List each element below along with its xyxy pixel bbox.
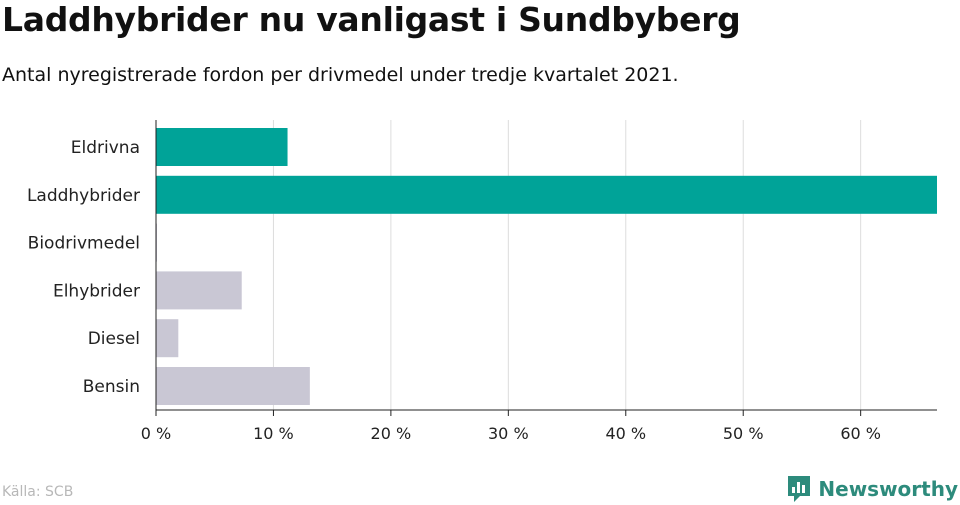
bar-chart: Eldrivna Laddhybrider Biodrivmedel Elhybrid… [27, 120, 937, 443]
category-label: Biodrivmedel [28, 234, 140, 254]
category-label: Eldrivna [71, 138, 140, 158]
brand-logo[interactable]: Newsworthy [786, 474, 958, 504]
bar-elhybrider [156, 271, 242, 310]
bar-bensin [156, 367, 310, 405]
category-label: Laddhybrider [27, 186, 140, 206]
brand-name: Newsworthy [818, 477, 958, 501]
x-tick-label: 0 % [141, 424, 171, 443]
source-note: Källa: SCB [2, 484, 74, 500]
x-axis: 0 % 10 % 20 % 30 % 40 % 50 % 60 % [141, 120, 937, 443]
bar-laddhybrider [156, 175, 937, 214]
x-tick-label: 40 % [605, 424, 646, 443]
category-label: Elhybrider [53, 281, 140, 301]
x-tick-label: 10 % [253, 424, 294, 443]
bar-diesel [156, 319, 179, 358]
chart-title: Laddhybrider nu vanligast i Sundbyberg [2, 0, 741, 39]
x-tick-label: 50 % [723, 424, 764, 443]
chart-subtitle: Antal nyregistrerade fordon per drivmede… [2, 64, 679, 86]
category-labels: Eldrivna Laddhybrider Biodrivmedel Elhybrid… [27, 138, 140, 397]
x-tick-label: 30 % [488, 424, 529, 443]
bars [156, 128, 937, 405]
x-tick-label: 20 % [371, 424, 412, 443]
category-label: Diesel [88, 329, 140, 349]
x-tick-label: 60 % [840, 424, 881, 443]
newsworthy-logo-icon [788, 476, 811, 502]
bar-eldrivna [156, 128, 288, 166]
grid-lines [272, 120, 862, 410]
category-label: Bensin [83, 377, 140, 397]
